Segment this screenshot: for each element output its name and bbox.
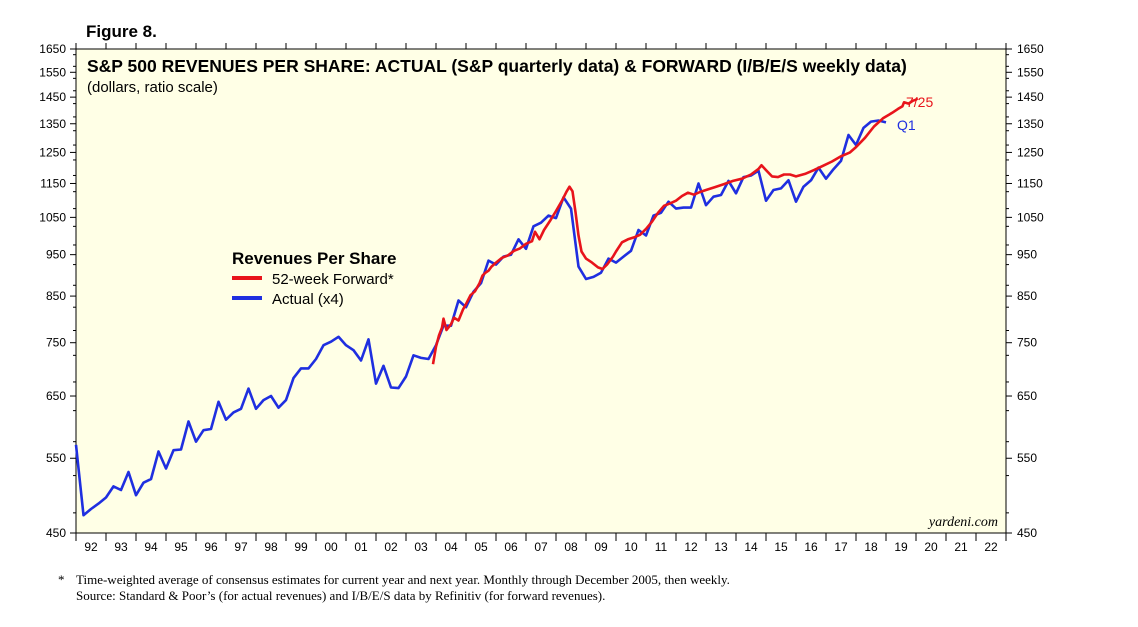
x-tick-label: 13 xyxy=(714,540,728,554)
x-tick-label: 04 xyxy=(444,540,458,554)
y-tick-label-right: 450 xyxy=(1017,526,1037,540)
y-tick-label-right: 1150 xyxy=(1017,176,1043,190)
footnote-methodology: Time-weighted average of consensus estim… xyxy=(76,572,730,587)
y-tick-label-left: 1650 xyxy=(39,42,66,56)
x-tick-label: 14 xyxy=(744,540,758,554)
legend-title: Revenues Per Share xyxy=(232,249,396,268)
x-tick-label: 12 xyxy=(684,540,698,554)
y-tick-label-right: 1350 xyxy=(1017,117,1044,131)
forward-end-label: 7/25 xyxy=(906,94,933,110)
y-tick-label-right: 1650 xyxy=(1017,42,1044,56)
series-layer xyxy=(74,97,919,517)
x-tick-label: 11 xyxy=(655,540,668,554)
x-tick-label: 00 xyxy=(324,540,338,554)
x-axis-labels: 92 93 94 95 96 97 98 99 00 01 02 03 04 05 06 07 08 09 10 11… xyxy=(84,540,998,554)
revenues-chart: 450 550 650 750 850 950 1050 1150 1250 1350 1450 15… xyxy=(39,42,1044,554)
y-tick-label-left: 1250 xyxy=(39,145,66,159)
footnote-source: Source: Standard & Poor’s (for actual re… xyxy=(76,588,606,603)
x-tick-label: 22 xyxy=(984,540,998,554)
y-tick-label-left: 750 xyxy=(46,336,66,350)
x-tick-label: 19 xyxy=(894,540,908,554)
tick-marks xyxy=(70,43,1012,541)
y-axis-left-labels: 450 550 650 750 850 950 1050 1150 1250 1350 1450 15… xyxy=(39,42,66,540)
y-tick-label-left: 550 xyxy=(46,451,66,465)
x-tick-label: 20 xyxy=(924,540,938,554)
y-tick-label-left: 1450 xyxy=(39,90,66,104)
x-tick-label: 99 xyxy=(294,540,308,554)
y-tick-label-left: 450 xyxy=(46,526,66,540)
x-tick-label: 96 xyxy=(204,540,218,554)
x-tick-label: 98 xyxy=(264,540,278,554)
legend-label-forward: 52-week Forward* xyxy=(272,271,394,288)
y-tick-label-right: 850 xyxy=(1017,289,1037,303)
figure-label: Figure 8. xyxy=(86,22,157,41)
footnote-marker: * xyxy=(58,572,65,587)
x-tick-label: 09 xyxy=(594,540,608,554)
x-tick-label: 21 xyxy=(954,540,968,554)
plot-area xyxy=(75,48,1007,534)
x-tick-label: 01 xyxy=(354,540,368,554)
x-tick-label: 94 xyxy=(144,540,158,554)
x-tick-label: 02 xyxy=(384,540,398,554)
chart-title: S&P 500 REVENUES PER SHARE: ACTUAL (S&P … xyxy=(87,56,907,76)
y-tick-label-right: 750 xyxy=(1017,336,1037,350)
x-tick-label: 06 xyxy=(504,540,518,554)
y-tick-label-right: 550 xyxy=(1017,451,1037,465)
y-tick-label-left: 950 xyxy=(46,248,66,262)
x-tick-label: 16 xyxy=(804,540,818,554)
chart-subtitle: (dollars, ratio scale) xyxy=(87,79,218,96)
forward-revenue-line xyxy=(431,97,919,365)
x-tick-label: 15 xyxy=(774,540,788,554)
y-tick-label-right: 950 xyxy=(1017,248,1037,262)
x-tick-label: 97 xyxy=(234,540,248,554)
x-tick-label: 08 xyxy=(564,540,578,554)
y-tick-label-left: 1350 xyxy=(39,117,66,131)
x-tick-label: 03 xyxy=(414,540,428,554)
y-tick-label-left: 1050 xyxy=(39,210,66,224)
y-axis-right-labels: 450 550 650 750 850 950 1050 1150 1250 1350 1450 15… xyxy=(1017,42,1044,540)
legend-label-actual: Actual (x4) xyxy=(272,291,344,308)
x-tick-label: 95 xyxy=(174,540,188,554)
x-tick-label: 93 xyxy=(114,540,128,554)
x-tick-label: 18 xyxy=(864,540,878,554)
legend: Revenues Per Share 52-week Forward* Actu… xyxy=(232,249,396,308)
actual-end-label: Q1 xyxy=(897,117,916,133)
y-tick-label-right: 1550 xyxy=(1017,65,1044,79)
y-tick-label-right: 1250 xyxy=(1017,145,1044,159)
y-tick-label-left: 650 xyxy=(46,389,66,403)
y-tick-label-left: 1150 xyxy=(40,176,66,190)
y-tick-label-left: 1550 xyxy=(39,65,66,79)
x-tick-label: 92 xyxy=(84,540,98,554)
x-tick-label: 07 xyxy=(534,540,548,554)
y-tick-label-right: 650 xyxy=(1017,389,1037,403)
x-tick-label: 05 xyxy=(474,540,488,554)
x-tick-label: 10 xyxy=(624,540,638,554)
y-tick-label-right: 1450 xyxy=(1017,90,1044,104)
y-tick-label-left: 850 xyxy=(46,289,66,303)
watermark-yardeni: yardeni.com xyxy=(927,515,998,530)
x-tick-label: 17 xyxy=(834,540,848,554)
y-tick-label-right: 1050 xyxy=(1017,210,1044,224)
